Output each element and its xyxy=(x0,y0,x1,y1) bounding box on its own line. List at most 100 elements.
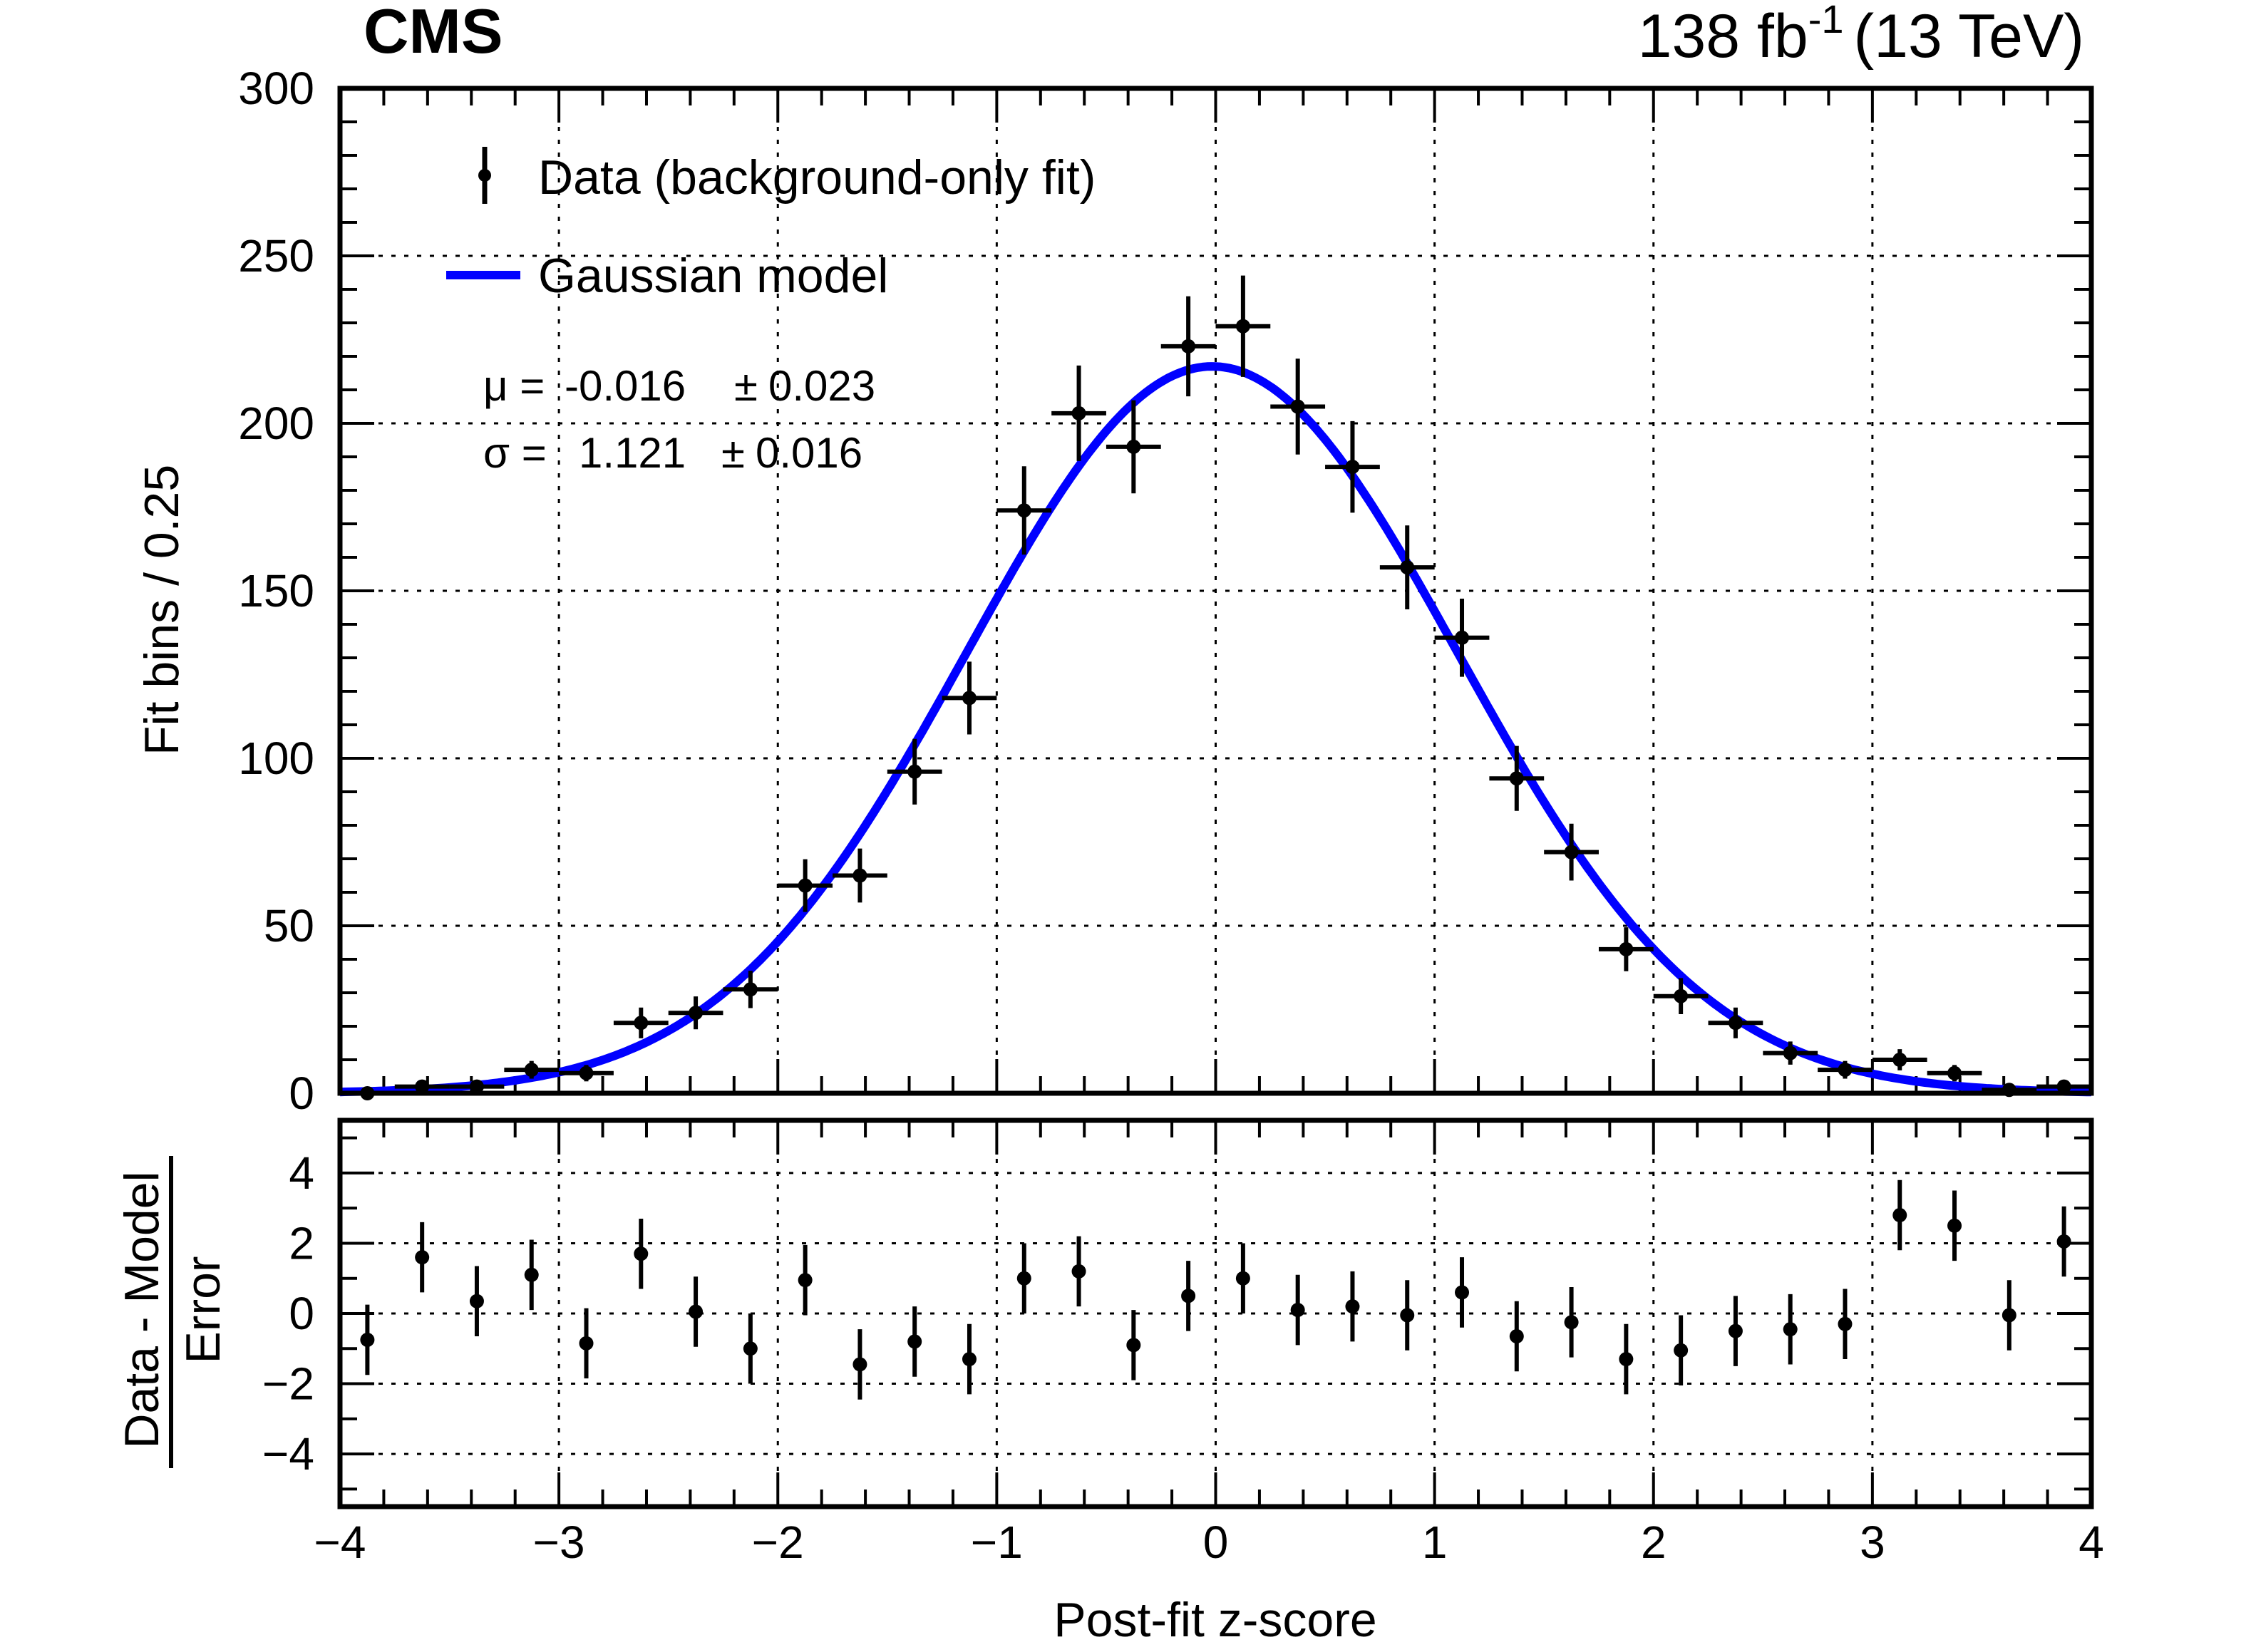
legend: Data (background-only fit) Gaussian mode… xyxy=(446,147,1096,303)
data-point-marker xyxy=(579,1065,594,1080)
data-point-marker xyxy=(1290,399,1305,414)
ratio-point-marker xyxy=(524,1267,539,1282)
ratio-point-marker xyxy=(1619,1352,1634,1367)
data-point xyxy=(2036,1079,2091,1094)
ratio-point-marker xyxy=(852,1357,867,1372)
data-point xyxy=(1434,598,1490,677)
x-tick-label: 3 xyxy=(1860,1517,1885,1568)
x-tick-label: −4 xyxy=(314,1517,366,1568)
energy-label: (13 TeV) xyxy=(1854,2,2084,71)
sigma-plus-minus: ± xyxy=(721,429,745,477)
data-point-marker xyxy=(1126,439,1141,454)
ratio-point xyxy=(415,1222,430,1293)
data-point xyxy=(1927,1065,1982,1082)
data-point-marker xyxy=(852,868,867,883)
data-point xyxy=(1653,978,1709,1015)
data-point xyxy=(504,1060,560,1079)
ratio-y-axis-title: Data - Model Error xyxy=(115,1156,230,1468)
ratio-point-marker xyxy=(415,1250,430,1265)
data-point xyxy=(613,1007,669,1038)
ratio-point-marker xyxy=(1016,1271,1031,1286)
ratio-point-marker xyxy=(2002,1308,2016,1323)
data-point xyxy=(1763,1041,1818,1065)
main-panel-ticks xyxy=(339,87,2093,1095)
ratio-point xyxy=(1564,1287,1579,1358)
sigma-value: 1.121 xyxy=(579,429,686,477)
main-y-tick-label: 0 xyxy=(289,1068,314,1119)
data-point-marker xyxy=(907,764,922,779)
legend-data-marker-dot xyxy=(478,169,491,182)
mu-error: 0.023 xyxy=(768,362,875,410)
x-tick-label: 4 xyxy=(2078,1517,2104,1568)
data-point-marker xyxy=(1181,339,1196,353)
ratio-y-axis-denominator: Error xyxy=(176,1256,230,1363)
mu-symbol: μ = xyxy=(483,362,545,410)
ratio-point xyxy=(1126,1310,1141,1380)
data-point-marker xyxy=(1674,988,1689,1003)
ratio-point xyxy=(1619,1323,1634,1395)
x-axis-tick-labels: −4 −3 −2 −1 0 1 2 3 4 xyxy=(314,1517,2104,1568)
data-point xyxy=(1106,400,1161,494)
ratio-point xyxy=(1071,1236,1086,1307)
data-point xyxy=(942,661,997,735)
data-point xyxy=(1818,1060,1872,1079)
ratio-point-marker xyxy=(743,1341,758,1356)
luminosity-unit-exponent: -1 xyxy=(1808,0,1844,41)
data-point xyxy=(1270,358,1326,455)
ratio-point-marker xyxy=(689,1304,704,1319)
data-point xyxy=(1708,1007,1763,1038)
legend-data-label: Data (background-only fit) xyxy=(538,150,1096,205)
main-y-tick-label: 200 xyxy=(238,398,314,449)
main-panel-frame xyxy=(337,86,2094,1096)
ratio-point xyxy=(1400,1280,1415,1351)
ratio-point xyxy=(743,1313,758,1384)
main-panel-data-points xyxy=(340,275,2091,1100)
ratio-y-tick-label: 0 xyxy=(289,1288,314,1339)
main-y-axis-title: Fit bins / 0.25 xyxy=(135,465,189,755)
data-point xyxy=(778,859,833,912)
ratio-point xyxy=(798,1244,813,1316)
ratio-panel-frame xyxy=(337,1117,2094,1509)
ratio-point-marker xyxy=(1290,1303,1305,1318)
ratio-point xyxy=(469,1266,484,1337)
ratio-point-marker xyxy=(634,1246,649,1261)
ratio-point xyxy=(907,1306,922,1377)
ratio-point-marker xyxy=(1400,1308,1415,1323)
ratio-point-marker xyxy=(1181,1289,1196,1303)
ratio-point xyxy=(1455,1257,1470,1328)
data-point-marker xyxy=(1728,1016,1743,1031)
ratio-y-tick-label: 2 xyxy=(289,1217,314,1269)
ratio-point-marker xyxy=(1126,1338,1141,1353)
fit-results: μ = -0.016 ± 0.023 σ = 1.121 ± 0.016 xyxy=(483,362,875,477)
ratio-y-tick-label: 4 xyxy=(289,1147,314,1199)
data-point xyxy=(1872,1049,1927,1070)
ratio-point xyxy=(1892,1179,1907,1251)
main-panel-grid xyxy=(340,88,2091,1093)
data-point-marker xyxy=(962,691,977,706)
data-point xyxy=(1160,296,1216,397)
data-point xyxy=(1215,275,1271,377)
data-point xyxy=(723,971,778,1008)
ratio-point xyxy=(1838,1289,1853,1360)
experiment-label: CMS xyxy=(364,0,503,66)
ratio-point xyxy=(689,1276,704,1347)
mu-value: -0.016 xyxy=(565,362,686,410)
x-tick-label: −2 xyxy=(752,1517,804,1568)
ratio-point xyxy=(962,1323,977,1395)
data-point-marker xyxy=(1892,1053,1907,1067)
ratio-point xyxy=(1181,1261,1196,1331)
ratio-y-axis-numerator: Data - Model xyxy=(115,1171,169,1448)
sigma-error: 0.016 xyxy=(756,429,862,477)
ratio-point-marker xyxy=(1674,1343,1689,1358)
data-point-marker xyxy=(1947,1065,1962,1080)
ratio-point xyxy=(1290,1274,1305,1346)
ratio-point xyxy=(1947,1190,1962,1261)
data-point-marker xyxy=(1345,460,1360,475)
ratio-point xyxy=(2056,1206,2071,1277)
data-point xyxy=(1379,525,1435,609)
ratio-point xyxy=(852,1329,867,1400)
main-y-tick-label: 250 xyxy=(238,230,314,282)
data-point xyxy=(668,996,723,1030)
ratio-point-marker xyxy=(798,1273,813,1288)
ratio-point xyxy=(524,1239,539,1311)
